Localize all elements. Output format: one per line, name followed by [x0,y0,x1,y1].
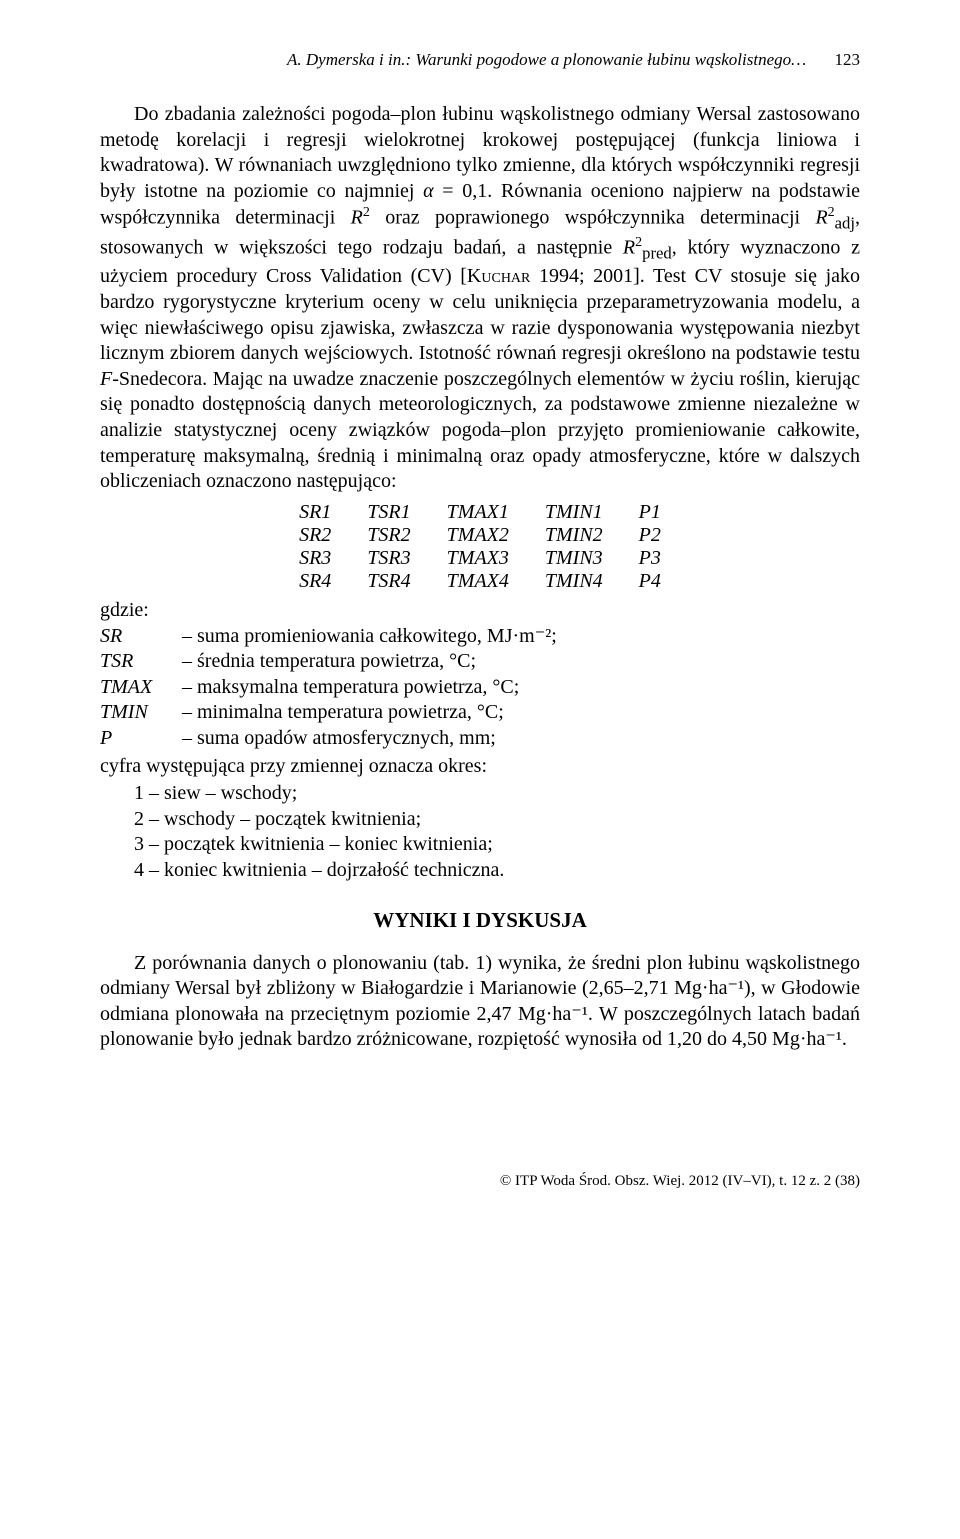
definition-row: TMIN – minimalna temperatura powietrza, … [100,700,860,726]
table-row: SR2 TSR2 TMAX2 TMIN2 P2 [281,524,679,547]
var-cell: SR1 [281,501,349,524]
var-cell: TMIN3 [527,547,621,570]
var-cell: TMAX2 [429,524,527,547]
var-cell: P1 [621,501,679,524]
var-cell: TMIN4 [527,570,621,593]
paragraph-2: Z porównania danych o plonowaniu (tab. 1… [100,951,860,1053]
definition-desc: – suma opadów atmosferycznych, mm; [182,726,860,752]
var-cell: TSR2 [349,524,428,547]
var-cell: TMAX4 [429,570,527,593]
footer-text: © ITP Woda Środ. Obsz. Wiej. 2012 (IV–VI… [100,1173,860,1190]
table-row: SR1 TSR1 TMAX1 TMIN1 P1 [281,501,679,524]
variable-table: SR1 TSR1 TMAX1 TMIN1 P1 SR2 TSR2 TMAX2 T… [100,501,860,593]
definition-symbol: TMIN [100,700,182,726]
definition-row: P – suma opadów atmosferycznych, mm; [100,726,860,752]
period-item: 1 – siew – wschody; [100,781,860,807]
paragraph-1: Do zbadania zależności pogoda–plon łubin… [100,102,860,495]
definition-desc: – maksymalna temperatura powietrza, °C; [182,675,860,701]
var-cell: P4 [621,570,679,593]
var-cell: SR3 [281,547,349,570]
definition-row: TSR – średnia temperatura powietrza, °C; [100,649,860,675]
running-head-text: A. Dymerska i in.: Warunki pogodowe a pl… [287,50,806,69]
var-cell: SR2 [281,524,349,547]
definition-desc: – suma promieniowania całkowitego, MJ·m⁻… [182,624,860,650]
definition-desc: – średnia temperatura powietrza, °C; [182,649,860,675]
table-row: SR3 TSR3 TMAX3 TMIN3 P3 [281,547,679,570]
table-row: SR4 TSR4 TMAX4 TMIN4 P4 [281,570,679,593]
definition-desc: – minimalna temperatura powietrza, °C; [182,700,860,726]
var-cell: TSR4 [349,570,428,593]
page-number: 123 [835,50,861,69]
var-cell: P2 [621,524,679,547]
period-item: 3 – początek kwitnienia – koniec kwitnie… [100,832,860,858]
var-cell: TMIN2 [527,524,621,547]
definition-symbol: TMAX [100,675,182,701]
definition-symbol: P [100,726,182,752]
running-head: A. Dymerska i in.: Warunki pogodowe a pl… [100,50,860,70]
after-defs-text: cyfra występująca przy zmiennej oznacza … [100,754,860,780]
definition-symbol: SR [100,624,182,650]
definition-row: SR – suma promieniowania całkowitego, MJ… [100,624,860,650]
definition-row: TMAX – maksymalna temperatura powietrza,… [100,675,860,701]
where-label: gdzie: [100,599,860,622]
section-heading: WYNIKI I DYSKUSJA [100,908,860,933]
var-cell: TMAX3 [429,547,527,570]
definitions-list: SR – suma promieniowania całkowitego, MJ… [100,624,860,752]
var-cell: P3 [621,547,679,570]
period-item: 4 – koniec kwitnienia – dojrzałość techn… [100,858,860,884]
var-cell: SR4 [281,570,349,593]
period-item: 2 – wschody – początek kwitnienia; [100,807,860,833]
var-cell: TMIN1 [527,501,621,524]
var-cell: TMAX1 [429,501,527,524]
definition-symbol: TSR [100,649,182,675]
var-cell: TSR1 [349,501,428,524]
var-cell: TSR3 [349,547,428,570]
period-list: 1 – siew – wschody; 2 – wschody – począt… [100,781,860,883]
page-container: A. Dymerska i in.: Warunki pogodowe a pl… [0,0,960,1230]
